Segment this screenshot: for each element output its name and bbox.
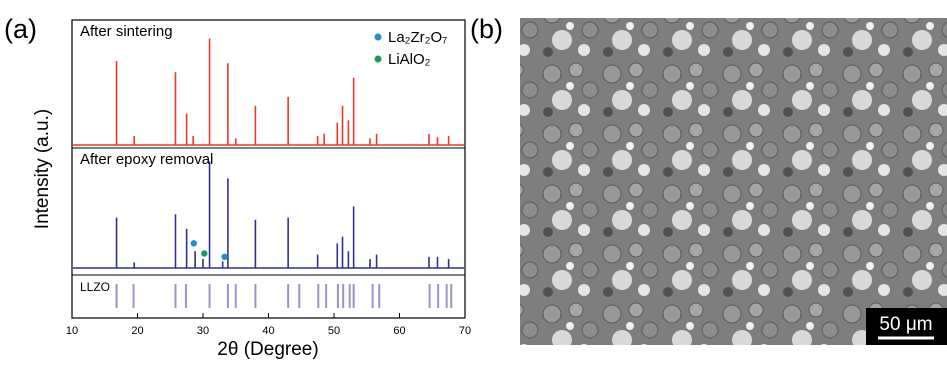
x-tick-label: 30 <box>197 325 209 337</box>
sem-image <box>520 18 947 345</box>
legend-label: La₂Zr₂O₇ <box>388 29 447 46</box>
panel-label: (a) <box>4 14 37 44</box>
phase-marker <box>190 240 198 247</box>
x-tick-label: 70 <box>459 325 471 337</box>
x-tick-label: 20 <box>131 325 143 337</box>
legend-marker <box>374 55 382 63</box>
phase-marker <box>201 250 208 257</box>
panel-name: LLZO <box>80 280 110 294</box>
legend-label: LiAlO₂ <box>388 51 431 68</box>
x-tick-label: 10 <box>66 325 78 337</box>
panel-name: After epoxy removal <box>80 151 213 168</box>
panel-label: (b) <box>470 14 503 44</box>
scale-bar-label: 50 μm <box>879 314 932 335</box>
x-tick-label: 40 <box>262 325 274 337</box>
x-tick-label: 50 <box>328 325 340 337</box>
x-tick-label: 60 <box>393 325 405 337</box>
sem-overlay <box>520 18 947 345</box>
legend-marker <box>374 33 382 41</box>
y-axis-label: Intensity (a.u.) <box>32 109 53 229</box>
phase-marker <box>221 253 228 260</box>
x-axis-label: 2θ (Degree) <box>217 339 318 360</box>
panel-name: After sintering <box>80 23 173 40</box>
